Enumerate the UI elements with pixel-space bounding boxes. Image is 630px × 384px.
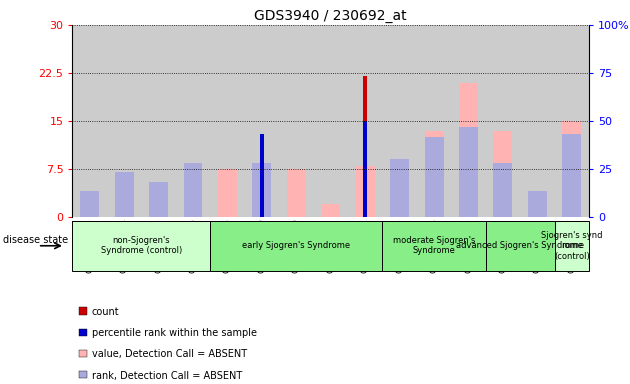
- Bar: [563, 121, 581, 217]
- Bar: [253, 162, 272, 217]
- Bar: [218, 169, 237, 217]
- Bar: [279, 25, 314, 217]
- Bar: [107, 25, 141, 217]
- Bar: [72, 25, 107, 217]
- Bar: [528, 209, 547, 217]
- Text: disease state: disease state: [3, 235, 68, 245]
- Bar: [382, 221, 486, 271]
- Bar: [244, 25, 279, 217]
- Text: Sjogren's synd
rome
(control): Sjogren's synd rome (control): [541, 231, 602, 261]
- Bar: [314, 25, 348, 217]
- Bar: [348, 25, 382, 217]
- Bar: [459, 127, 478, 217]
- Bar: [554, 221, 589, 271]
- Bar: [260, 134, 264, 217]
- Bar: [210, 25, 244, 217]
- Bar: [363, 121, 367, 217]
- Text: moderate Sjogren's
Syndrome: moderate Sjogren's Syndrome: [393, 236, 475, 255]
- Bar: [382, 25, 417, 217]
- Text: advanced Sjogren's Syndrome: advanced Sjogren's Syndrome: [456, 241, 584, 250]
- Bar: [425, 131, 444, 217]
- Text: percentile rank within the sample: percentile rank within the sample: [92, 328, 257, 338]
- Bar: [425, 137, 444, 217]
- Bar: [183, 162, 202, 217]
- Bar: [183, 162, 202, 217]
- Bar: [80, 209, 99, 217]
- Text: value, Detection Call = ABSENT: value, Detection Call = ABSENT: [92, 349, 247, 359]
- Bar: [390, 169, 409, 217]
- Bar: [493, 131, 512, 217]
- Bar: [486, 25, 520, 217]
- Bar: [72, 221, 210, 271]
- Bar: [363, 76, 367, 217]
- Bar: [149, 182, 168, 217]
- Bar: [253, 162, 272, 217]
- Text: early Sjogren's Syndrome: early Sjogren's Syndrome: [243, 241, 350, 250]
- Bar: [520, 25, 554, 217]
- Bar: [141, 25, 176, 217]
- Bar: [451, 25, 486, 217]
- Text: non-Sjogren's
Syndrome (control): non-Sjogren's Syndrome (control): [101, 236, 182, 255]
- Bar: [176, 25, 210, 217]
- Bar: [210, 221, 382, 271]
- Text: count: count: [92, 307, 120, 317]
- Bar: [115, 172, 134, 217]
- Bar: [321, 204, 340, 217]
- Bar: [390, 159, 409, 217]
- Bar: [459, 83, 478, 217]
- Bar: [287, 169, 306, 217]
- Bar: [528, 191, 547, 217]
- Title: GDS3940 / 230692_at: GDS3940 / 230692_at: [255, 8, 407, 23]
- Bar: [493, 162, 512, 217]
- Bar: [149, 201, 168, 217]
- Bar: [486, 221, 554, 271]
- Text: rank, Detection Call = ABSENT: rank, Detection Call = ABSENT: [92, 371, 242, 381]
- Bar: [356, 166, 375, 217]
- Bar: [260, 159, 264, 217]
- Bar: [115, 185, 134, 217]
- Bar: [80, 191, 99, 217]
- Bar: [563, 134, 581, 217]
- Bar: [554, 25, 589, 217]
- Bar: [417, 25, 451, 217]
